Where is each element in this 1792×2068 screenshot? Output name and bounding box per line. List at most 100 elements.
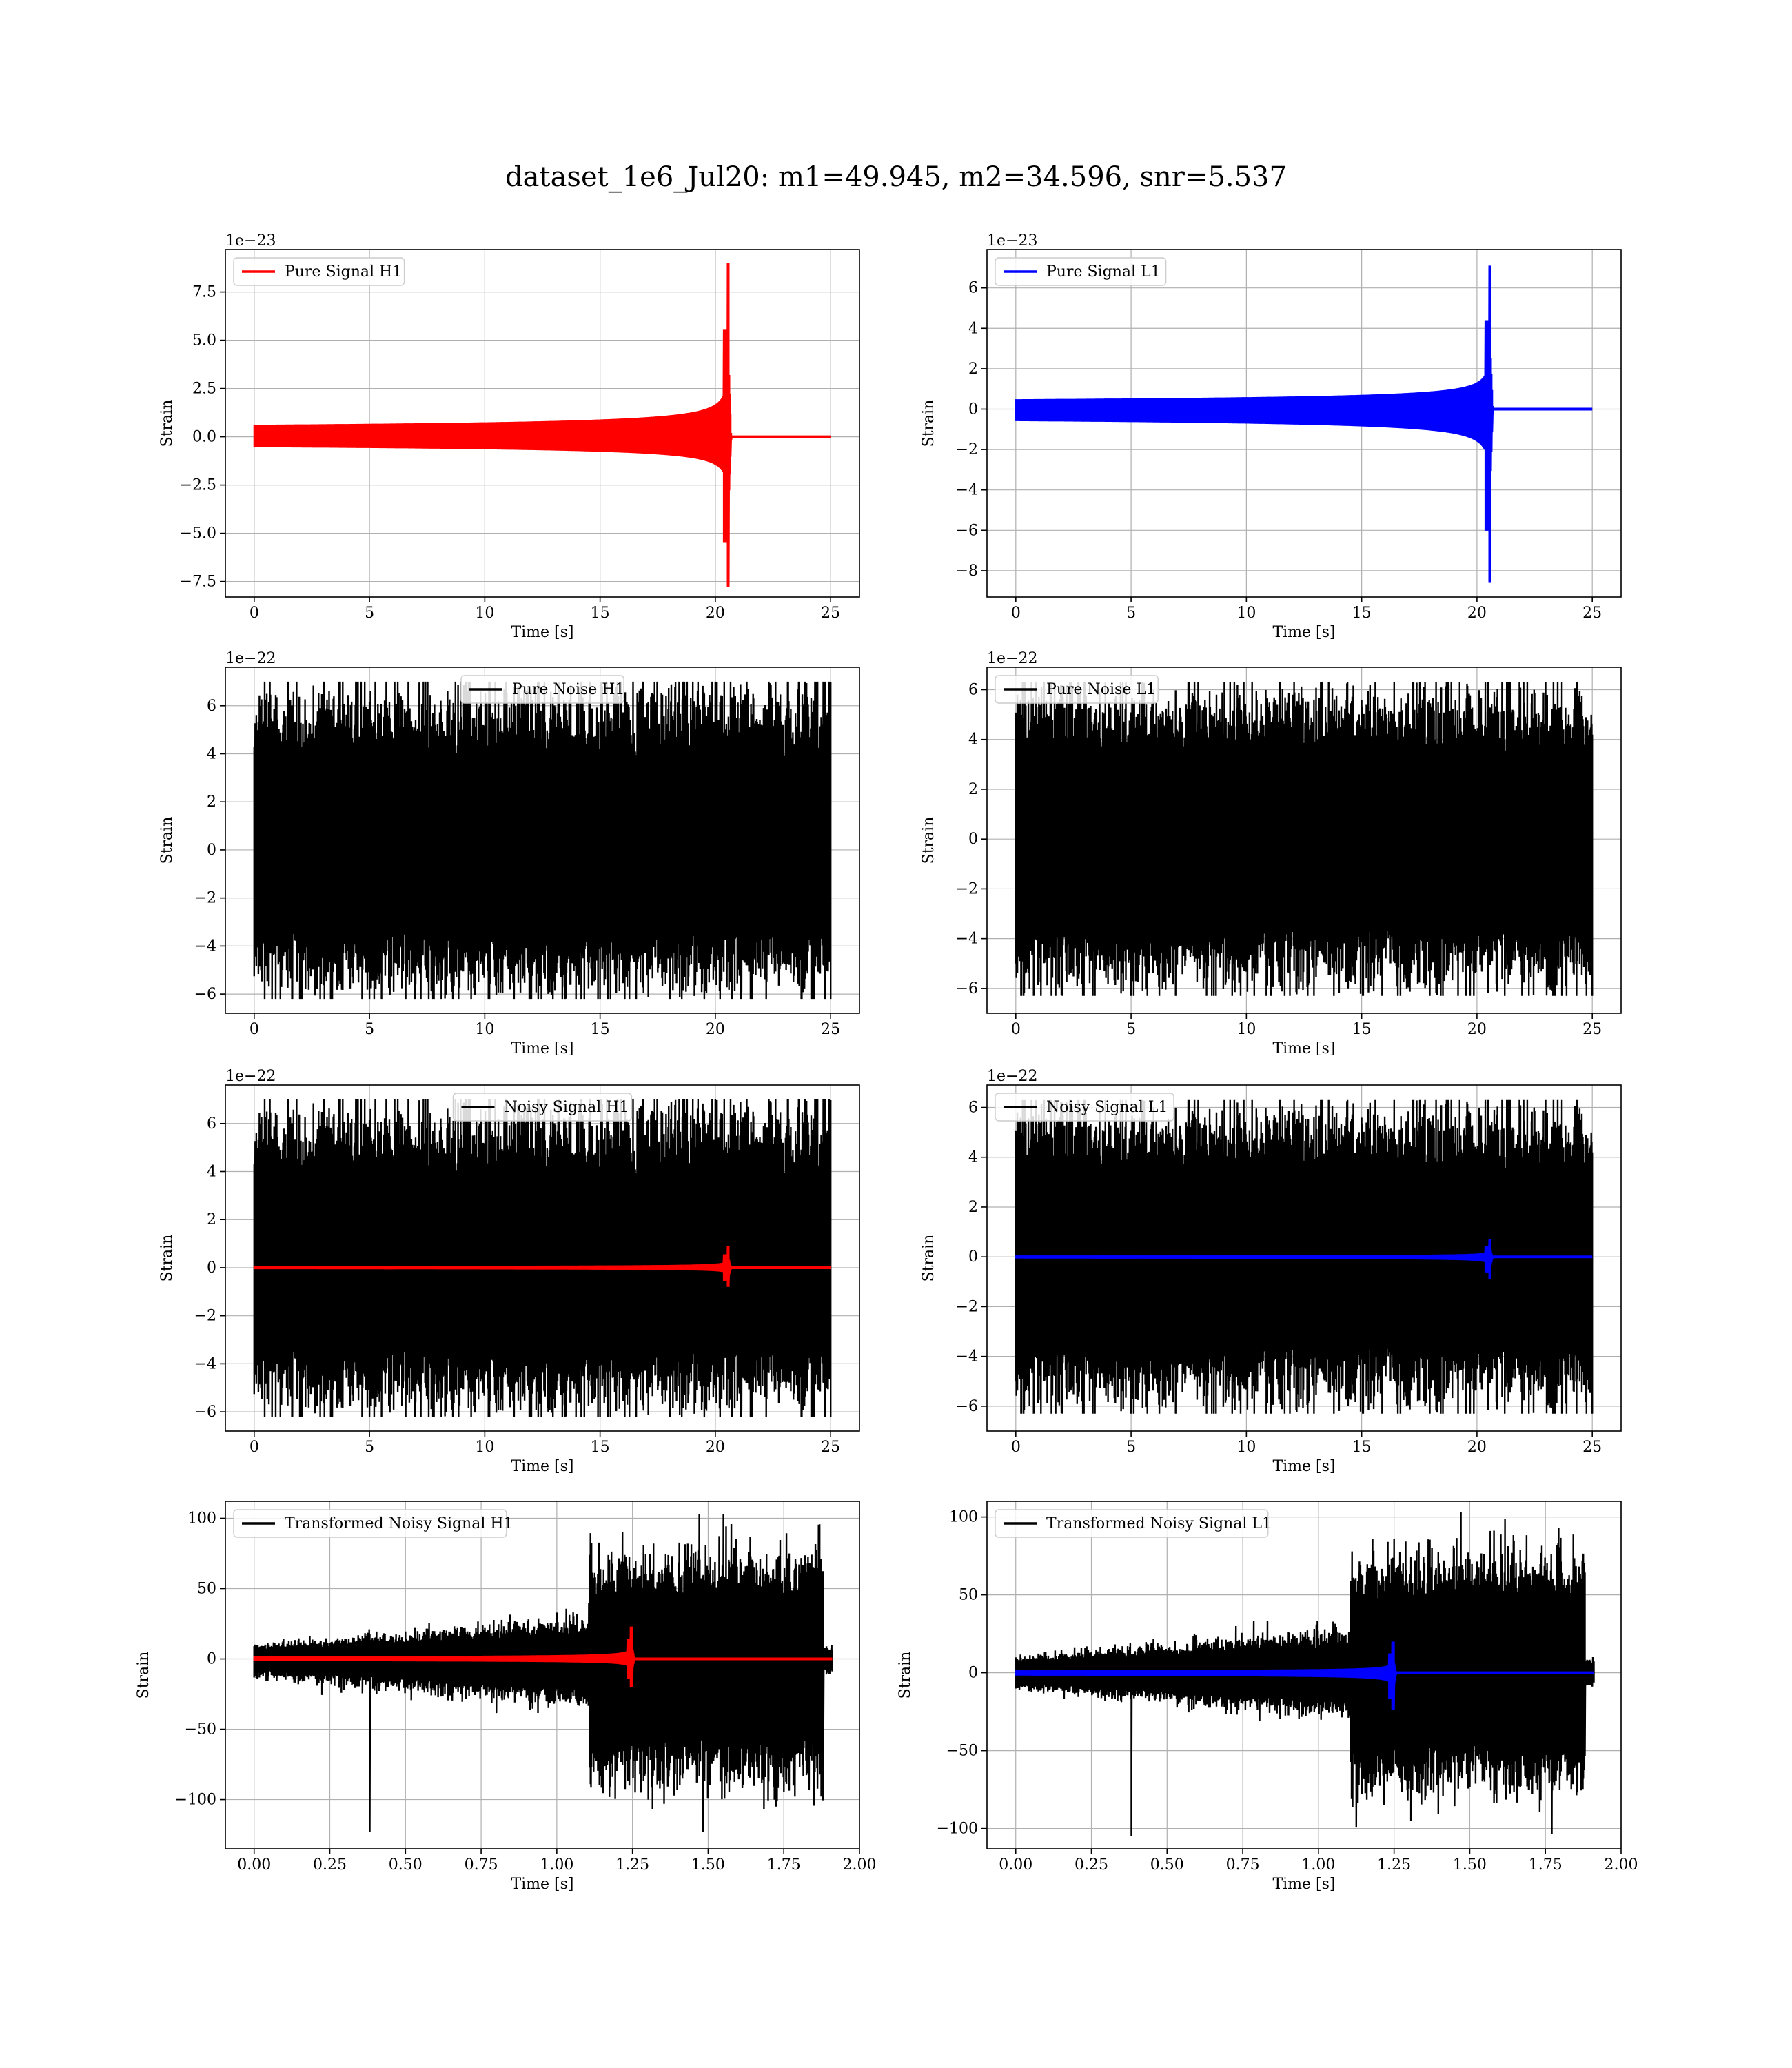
legend-label: Pure Signal L1 — [1046, 263, 1161, 281]
noise-series-noisy-signal-l1 — [1015, 1099, 1594, 1414]
y-tick-label: 6 — [968, 1099, 978, 1117]
legend: Transformed Noisy Signal L1 — [995, 1509, 1272, 1538]
pure-signal-h1-panel: 0 5 10 15 20 25 −7.5 −5.0 −2.5 0.0 2.5 5.0 7.5 Time [… — [159, 232, 860, 641]
y-tick-label: 6 — [968, 682, 978, 699]
noisy-signal-l1-plot-area — [1015, 1099, 1594, 1414]
x-tick-label: 25 — [1582, 1021, 1602, 1038]
legend: Transformed Noisy Signal H1 — [233, 1509, 513, 1538]
legend: Pure Signal L1 — [995, 257, 1167, 286]
y-tick-label: −4 — [956, 482, 978, 499]
y-tick-label: 4 — [968, 320, 978, 337]
pure-noise-h1-plot-area — [253, 681, 832, 1000]
legend-box — [995, 257, 1167, 286]
x-tick-label: 5 — [1126, 605, 1136, 622]
y-tick-label: 100 — [187, 1510, 216, 1527]
figure-title: dataset_1e6_Jul20: m1=49.945, m2=34.596,… — [505, 161, 1287, 193]
y-tick-label: −2 — [194, 890, 216, 907]
y-tick-label: 0 — [968, 401, 978, 418]
y-tick-label: 6 — [968, 280, 978, 297]
y-tick-label: 100 — [949, 1509, 978, 1526]
legend-box — [995, 675, 1159, 704]
y-tick-label: −2 — [956, 880, 978, 898]
legend-label: Pure Noise H1 — [512, 681, 625, 698]
x-tick-label: 0 — [250, 605, 259, 622]
y-tick-label: 0.0 — [192, 429, 216, 446]
y-axis-label: Strain — [159, 1235, 176, 1282]
y-tick-label: −7.5 — [180, 574, 216, 591]
signal-series-pure-signal-h1 — [253, 263, 831, 588]
y-tick-label: −100 — [937, 1821, 978, 1838]
legend-box — [460, 675, 624, 704]
x-tick-label: 20 — [1467, 605, 1487, 622]
axis-offset-label: 1e−22 — [987, 650, 1037, 667]
y-tick-label: 0 — [968, 1665, 978, 1682]
y-tick-label: −2 — [194, 1308, 216, 1325]
x-tick-label: 1.00 — [1301, 1856, 1335, 1874]
y-axis-label: Strain — [159, 400, 176, 447]
axis-offset-label: 1e−23 — [225, 232, 276, 250]
x-tick-label: 10 — [475, 1439, 494, 1456]
y-axis-label: Strain — [920, 1235, 937, 1282]
x-tick-label: 5 — [1126, 1439, 1136, 1456]
x-tick-label: 2.00 — [843, 1856, 877, 1874]
y-tick-label: −6 — [194, 1403, 216, 1421]
y-tick-label: 7.5 — [192, 284, 216, 301]
x-axis-label: Time [s] — [511, 1458, 573, 1475]
x-tick-label: 5 — [1126, 1021, 1136, 1038]
x-tick-label: 20 — [1467, 1439, 1487, 1456]
x-tick-label: 0.00 — [999, 1856, 1032, 1874]
x-tick-label: 20 — [706, 1439, 725, 1456]
y-tick-label: −6 — [956, 522, 978, 539]
x-tick-label: 0 — [1011, 1021, 1021, 1038]
legend: Pure Signal H1 — [233, 257, 405, 286]
pure-signal-h1-plot-area — [253, 263, 831, 588]
y-tick-label: 50 — [959, 1587, 978, 1604]
noise-series-noisy-signal-h1 — [253, 1099, 832, 1417]
y-axis-label: Strain — [920, 817, 937, 864]
y-tick-label: 4 — [968, 1149, 978, 1166]
x-tick-label: 5 — [365, 1021, 374, 1038]
noisy-signal-h1-plot-area — [253, 1099, 832, 1417]
y-tick-label: −4 — [956, 1348, 978, 1366]
noisy-signal-h1-axes-frame — [225, 1084, 860, 1432]
x-tick-label: 15 — [591, 1021, 610, 1038]
x-tick-label: 1.00 — [540, 1856, 573, 1874]
x-axis-label: Time [s] — [1272, 624, 1335, 641]
transformed-noisy-signal-l1-axes-frame — [986, 1501, 1622, 1849]
x-tick-label: 1.50 — [1453, 1856, 1487, 1874]
transformed-noisy-signal-l1-plot-area — [1015, 1512, 1595, 1836]
x-axis-label: Time [s] — [511, 624, 573, 641]
y-tick-label: −4 — [956, 931, 978, 948]
y-tick-label: −8 — [956, 562, 978, 580]
pure-noise-l1-axes-frame — [986, 667, 1622, 1014]
y-tick-label: −50 — [185, 1721, 216, 1738]
x-tick-label: 15 — [591, 1439, 610, 1456]
x-tick-label: 0 — [250, 1021, 259, 1038]
legend-label: Noisy Signal L1 — [1046, 1099, 1168, 1116]
y-tick-label: −2 — [956, 1298, 978, 1315]
y-tick-label: −2 — [956, 441, 978, 458]
y-tick-label: 6 — [207, 1115, 216, 1133]
x-tick-label: 1.25 — [615, 1856, 649, 1874]
x-tick-label: 5 — [365, 605, 374, 622]
y-tick-label: 2 — [968, 1199, 978, 1216]
noise-series-pure-noise-h1 — [253, 681, 832, 1000]
x-tick-label: 1.25 — [1377, 1856, 1411, 1874]
legend: Pure Noise H1 — [460, 675, 625, 704]
x-tick-label: 0.25 — [313, 1856, 347, 1874]
x-axis-label: Time [s] — [511, 1876, 573, 1893]
x-tick-label: 0.50 — [389, 1856, 422, 1874]
y-tick-label: 0 — [207, 1259, 216, 1277]
legend-box — [995, 1093, 1174, 1122]
x-axis-label: Time [s] — [511, 1040, 573, 1057]
x-tick-label: 25 — [1582, 605, 1602, 622]
y-tick-label: 4 — [207, 746, 216, 763]
legend-label: Transformed Noisy Signal L1 — [1046, 1515, 1272, 1532]
axis-offset-label: 1e−22 — [225, 650, 276, 667]
x-tick-label: 10 — [475, 605, 494, 622]
legend-box — [233, 1509, 507, 1538]
y-tick-label: −6 — [194, 986, 216, 1003]
x-axis-label: Time [s] — [1272, 1876, 1335, 1893]
y-axis-label: Strain — [897, 1652, 914, 1699]
